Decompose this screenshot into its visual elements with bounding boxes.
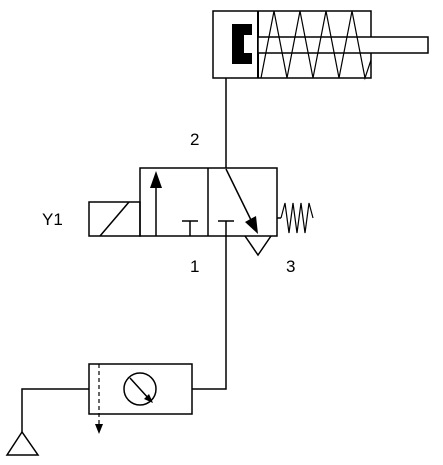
port-3-label: 3 <box>286 257 296 276</box>
gauge-needle-tip <box>144 394 153 403</box>
flow-arrow-head-up <box>150 171 162 188</box>
flow-arrow-shaft-exhaust <box>225 168 252 221</box>
cylinder-rod <box>257 36 429 54</box>
pressure-source-icon <box>5 430 40 456</box>
single-acting-cylinder <box>212 10 429 81</box>
solenoid-label: Y1 <box>42 210 63 229</box>
valve-position-rest <box>218 168 258 236</box>
solenoid-actuator <box>88 201 141 237</box>
pipe-port-1-to-regulator <box>192 236 227 390</box>
solenoid-coil-stroke <box>99 201 130 237</box>
regulator-drain-arrow <box>95 424 103 434</box>
pipe-regulator-to-source <box>21 388 89 432</box>
port-2-label: 2 <box>190 130 200 149</box>
pressure-gauge-icon <box>123 372 157 406</box>
directional-valve-3-2 <box>88 167 314 257</box>
cylinder-return-spring <box>260 10 372 81</box>
port-1-label: 1 <box>190 257 200 276</box>
exhaust-port-symbol <box>244 235 272 257</box>
valve-position-actuated <box>150 171 198 236</box>
valve-return-spring <box>280 202 314 234</box>
flow-arrow-head-exhaust <box>245 216 258 234</box>
cylinder-cushion-symbol <box>232 24 252 64</box>
